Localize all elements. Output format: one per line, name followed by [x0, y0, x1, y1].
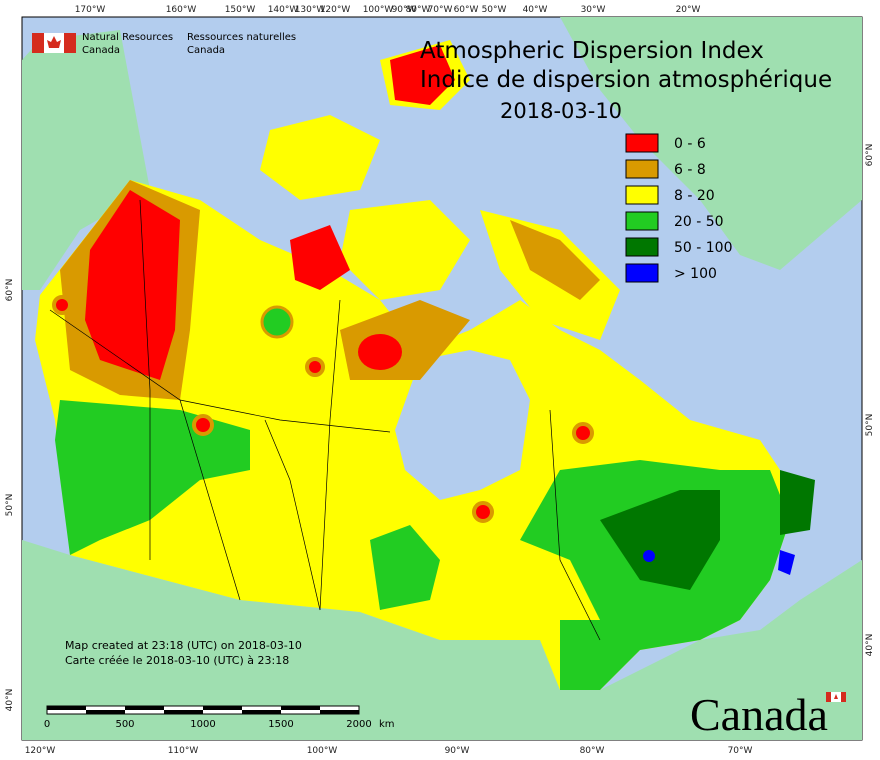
- legend-swatch: [625, 185, 659, 205]
- graticule-label: 160°W: [166, 5, 197, 15]
- zone-0-6: [305, 357, 325, 377]
- zone-0-6: [290, 225, 350, 290]
- org-en: Canada: [82, 45, 120, 56]
- island: [260, 115, 380, 200]
- graticule-label: 30°W: [581, 5, 606, 15]
- legend-label: 8 - 20: [674, 188, 715, 204]
- org-fr: Canada: [187, 45, 225, 56]
- zone-6-8: [510, 220, 600, 300]
- title-en: Atmospheric Dispersion Index: [420, 38, 764, 64]
- zone-0-6: [390, 45, 455, 105]
- scale-segment: [164, 710, 203, 714]
- legend-swatch: [625, 133, 659, 153]
- legend-swatch: [625, 237, 659, 257]
- scale-label: 1000: [190, 719, 215, 730]
- graticule-label: 70°W: [428, 5, 453, 15]
- zone-20-50: [260, 305, 294, 339]
- graticule-label: 80°W: [406, 5, 431, 15]
- graticule-label: 140°W: [268, 5, 299, 15]
- wordmark: Canada: [690, 689, 828, 740]
- zone-50-100: [600, 490, 720, 590]
- title-date: 2018-03-10: [500, 99, 622, 123]
- zone-0-6: [358, 334, 402, 370]
- scale-unit: km: [379, 719, 395, 730]
- graticule-label: 80°W: [580, 746, 605, 756]
- graticule-label: 100°W: [307, 746, 338, 756]
- scale-segment: [281, 706, 320, 710]
- graticule-label: 110°W: [168, 746, 199, 756]
- legend-swatch: [625, 263, 659, 283]
- graticule-label: 50°N: [5, 494, 15, 517]
- graticule-label: 90°W: [392, 5, 417, 15]
- legend-label: 50 - 100: [674, 240, 733, 256]
- graticule-label: 100°W: [363, 5, 394, 15]
- zone-50-100: [780, 470, 815, 535]
- scale-segment: [320, 710, 359, 714]
- created-en: Map created at 23:18 (UTC) on 2018-03-10: [65, 639, 302, 652]
- scale-segment: [47, 706, 86, 710]
- legend-swatch: [625, 159, 659, 179]
- graticule-label: 40°N: [5, 689, 15, 712]
- graticule-label: 120°W: [25, 746, 56, 756]
- graticule-label: 50°N: [865, 414, 875, 437]
- graticule-label: 40°N: [865, 634, 875, 657]
- legend-swatch: [625, 211, 659, 231]
- legend-label: 20 - 50: [674, 214, 724, 230]
- graticule-label: 70°W: [728, 746, 753, 756]
- zone-20-50: [370, 525, 440, 610]
- scale-bar: 0 500 1000 1500 2000 km: [44, 705, 395, 730]
- scale-segment: [242, 710, 281, 714]
- zone-over-100: [778, 550, 795, 575]
- boundaries: [49, 199, 601, 641]
- zone-0-6: [85, 190, 180, 380]
- scale-label: 0: [44, 719, 50, 730]
- created-fr: Carte créée le 2018-03-10 (UTC) à 23:18: [65, 654, 289, 667]
- hudson-bay: [395, 350, 530, 500]
- graticule-label: 170°W: [75, 5, 106, 15]
- graticule-label: 40°W: [523, 5, 548, 15]
- zone-20-50: [55, 400, 250, 555]
- scale-segment: [86, 710, 125, 714]
- graticule-label: 60°N: [5, 279, 15, 302]
- zone-0-6: [572, 422, 594, 444]
- org-en: Natural Resources: [82, 32, 173, 43]
- legend-label: 0 - 6: [674, 136, 706, 152]
- scale-segment: [203, 706, 242, 710]
- zone-0-6: [472, 501, 494, 523]
- logo: [32, 33, 76, 53]
- title-fr: Indice de dispersion atmosphérique: [420, 67, 832, 93]
- graticule-label: 130°W: [295, 5, 326, 15]
- legend-label: > 100: [674, 266, 717, 282]
- zone-0-6: [192, 414, 214, 436]
- island: [340, 200, 470, 300]
- legend-label: 6 - 8: [674, 162, 706, 178]
- wordmark-flag: [826, 692, 846, 702]
- org-fr: Ressources naturelles: [187, 32, 296, 43]
- graticule-label: 90°W: [445, 746, 470, 756]
- zone-over-100: [643, 550, 655, 562]
- graticule-label: 50°W: [482, 5, 507, 15]
- scale-segment: [125, 706, 164, 710]
- zone-0-6: [52, 295, 72, 315]
- graticule-label: 60°W: [454, 5, 479, 15]
- scale-label: 500: [115, 719, 134, 730]
- graticule-label: 60°N: [865, 144, 875, 167]
- scale-label: 2000: [346, 719, 371, 730]
- graticule-label: 120°W: [320, 5, 351, 15]
- graticule-label: 20°W: [676, 5, 701, 15]
- greenland: [560, 17, 862, 270]
- legend: 0 - 6 6 - 8 8 - 20 20 - 50 50 - 100 > 100: [625, 133, 733, 283]
- scale-label: 1500: [268, 719, 293, 730]
- alaska: [22, 30, 150, 290]
- graticule-label: 150°W: [225, 5, 256, 15]
